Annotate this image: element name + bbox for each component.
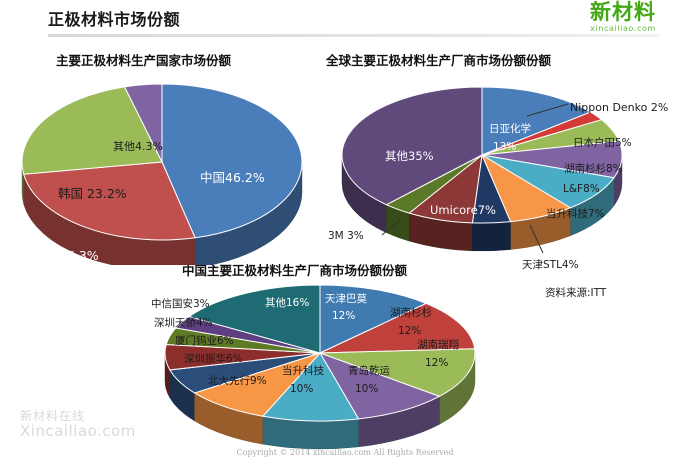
pie-slice[interactable] <box>261 352 360 422</box>
pie-slice[interactable] <box>193 351 322 417</box>
leader-line <box>526 103 569 117</box>
pie-slice[interactable] <box>319 348 476 397</box>
pie-svg <box>21 83 303 265</box>
chart-title-countries: 主要正极材料生产国家市场份额 <box>56 53 232 68</box>
pie-slice[interactable] <box>187 284 321 354</box>
pie-slice[interactable] <box>319 302 476 354</box>
pie-chart-countries: 中国46.2% 日本 26.3% 韩国 23.2% 其他4.3% <box>10 70 320 265</box>
watermark-line1: 新材料在线 <box>20 409 86 423</box>
watermark-line2: Xincailiao.com <box>20 422 136 440</box>
pie-slice[interactable] <box>341 86 483 206</box>
pie-svg <box>341 86 623 252</box>
chart-title-china-makers: 中国主要正极材料生产厂商市场份额份额 <box>182 263 408 278</box>
page-title: 正极材料市场份额 <box>48 10 181 29</box>
copyright-text: Copyright © 2014 xincailiao.com All Righ… <box>236 448 454 457</box>
pie-slice[interactable] <box>123 83 163 163</box>
brand-name: 新材料 <box>590 0 656 24</box>
chart-title-global-makers: 全球主要正极材料生产厂商市场份额份额 <box>326 53 552 68</box>
brand-url: xincailiao.com <box>590 24 656 33</box>
title-divider <box>48 34 660 37</box>
pie-slice[interactable] <box>23 161 196 241</box>
pie-chart-china-makers: 天津巴莫 12% 湖南杉杉 12% 湖南瑞翔 12% 青岛乾运 10% 当升科技 10% 北大先行9… <box>140 275 560 455</box>
watermark: 新材料在线 Xincailiao.com <box>20 409 136 440</box>
pie-slice[interactable] <box>21 86 163 175</box>
pie-slice[interactable] <box>318 352 441 420</box>
leader-line <box>381 219 401 236</box>
leader-line <box>529 224 544 254</box>
pie-svg <box>164 284 476 450</box>
source-note: 资料来源:ITT <box>545 287 607 299</box>
pie-slice[interactable] <box>319 284 428 354</box>
brand-logo: 新材料 xincailiao.com <box>562 0 684 34</box>
pie-slice[interactable] <box>481 86 592 156</box>
pie-slice[interactable] <box>161 83 303 239</box>
pie-chart-global-makers: 日亚化学 13% Nippon Denko 2% 日本户田5% 湖南杉杉8% L&F8% 当… <box>328 70 690 271</box>
